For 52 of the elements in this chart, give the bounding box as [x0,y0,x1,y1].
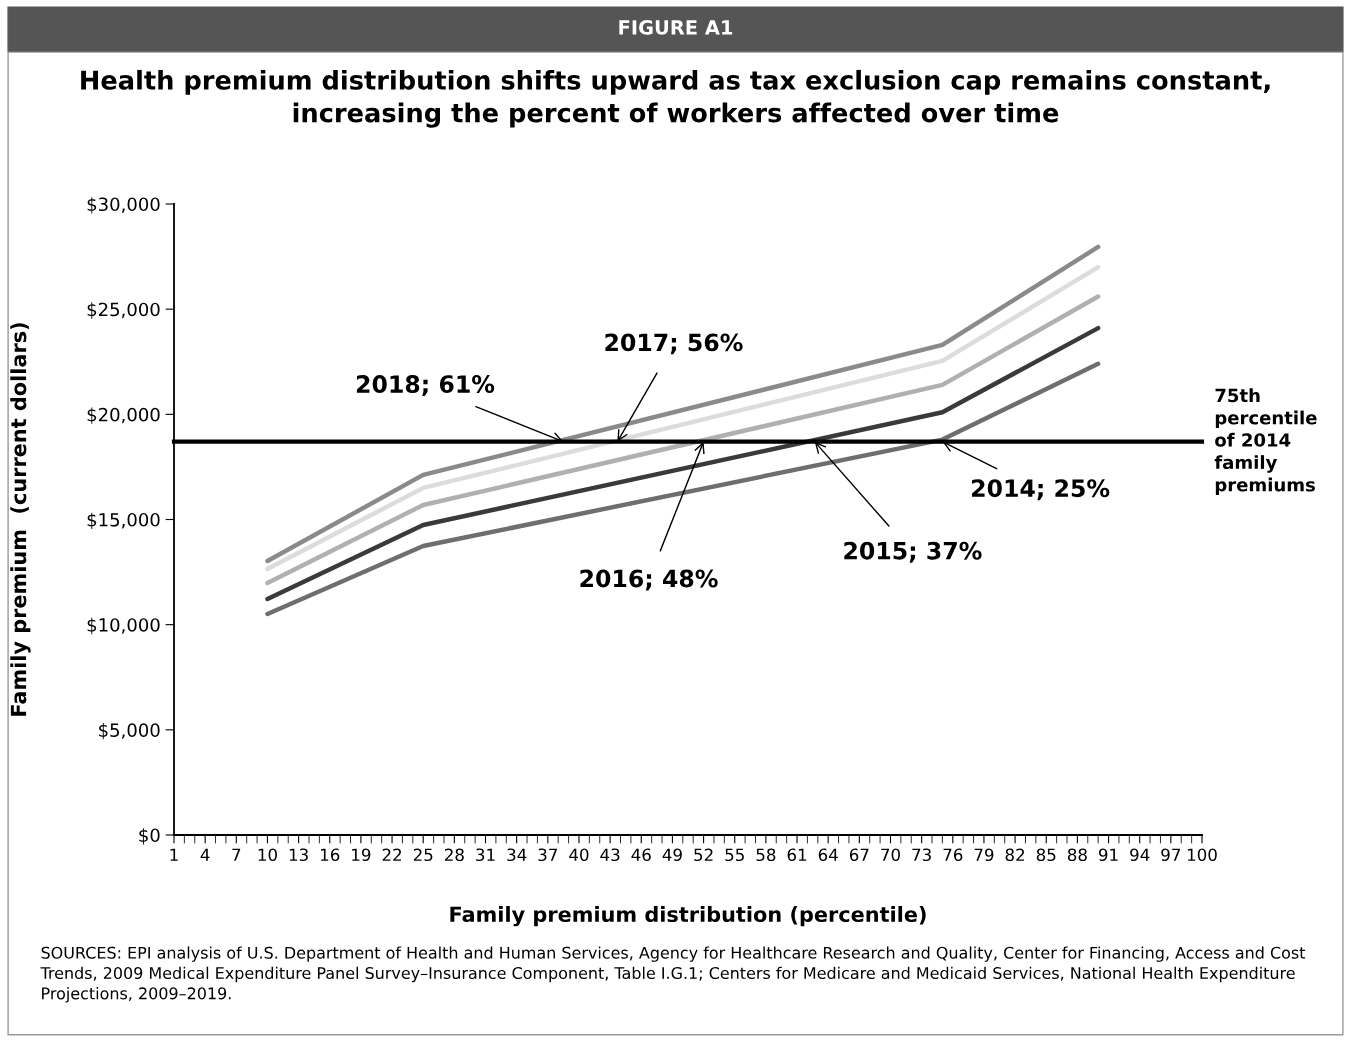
x-tick-label: 46 [631,848,651,862]
x-tick-label: 28 [444,848,464,862]
caption: FIGURE A1 [619,20,733,35]
x-tick-label: 82 [1005,848,1025,862]
x-tick-label: 97 [1161,848,1181,862]
x-tick-label: 22 [382,848,401,861]
annotation: 2017; 56% [605,333,743,355]
x-tick-label: 34 [507,848,527,862]
x-tick-label: 16 [320,848,340,862]
x-tick-label: 79 [974,848,994,862]
x-tick-label: 10 [258,848,277,862]
x-tick-label: 40 [569,848,589,862]
source-note: SOURCES: EPI analysis of U.S. Department of Health and Human Services, Agency for Healthcare Research and Quality, Center for Financing, Access and Cost Trends, 2009 Medical Expenditure Panel Survey–Insurance Component, Table I.G.1; Centers for Medicare and Medicaid Services, National Health Expenditure Projections, 2009–2019. [40,946,1306,1003]
x-tick-label: 88 [1067,848,1087,862]
x-tick-label: 7 [232,848,241,861]
x-tick-label: 100 [1187,848,1217,862]
x-tick-label: 85 [1036,848,1056,862]
x-tick-label: 4 [200,848,210,861]
y-tick-label: $0 [139,828,160,845]
y-axis-title: Family premium (current dollars) [10,323,31,716]
y-tick-label: $10,000 [87,617,160,635]
y-tick-label: $20,000 [87,407,160,424]
annotation: 2018; 61% [356,375,495,396]
y-tick-label: $30,000 [87,197,160,214]
y-tick-label: $5,000 [99,722,160,740]
x-tick-label: 37 [538,848,557,862]
x-tick-label: 64 [818,848,838,862]
y-tick-label: $15,000 [87,512,160,530]
chart-title: Health premium distribution shifts upward as tax exclusion cap remains constant, increasing the percent of workers affected over time [81,69,1270,128]
x-tick-label: 43 [600,848,620,862]
x-axis-title: Family premium distribution (percentile) [450,905,926,927]
x-tick-label: 25 [413,848,433,862]
x-tick-label: 61 [787,848,807,862]
ref-line-label: 75th percentile of 2014 family premiums [1214,388,1317,496]
x-tick-label: 31 [476,848,495,862]
x-tick-label: 1 [170,848,178,861]
x-tick-label: 55 [725,848,744,862]
annotation: 2016; 48% [580,569,718,591]
x-tick-label: 73 [912,848,931,862]
x-tick-label: 91 [1098,848,1118,862]
x-tick-label: 19 [352,848,371,862]
x-tick-label: 13 [289,848,308,862]
y-tick-label: $25,000 [87,302,160,319]
annotation: 2015; 37% [844,541,982,563]
annotation: 2014; 25% [972,479,1110,501]
x-tick-label: 49 [662,848,682,862]
x-tick-label: 52 [694,848,713,862]
x-tick-label: 67 [849,848,869,862]
x-tick-label: 58 [756,848,776,862]
x-tick-label: 94 [1130,848,1150,862]
x-tick-label: 76 [943,848,963,862]
x-tick-label: 70 [881,848,900,862]
